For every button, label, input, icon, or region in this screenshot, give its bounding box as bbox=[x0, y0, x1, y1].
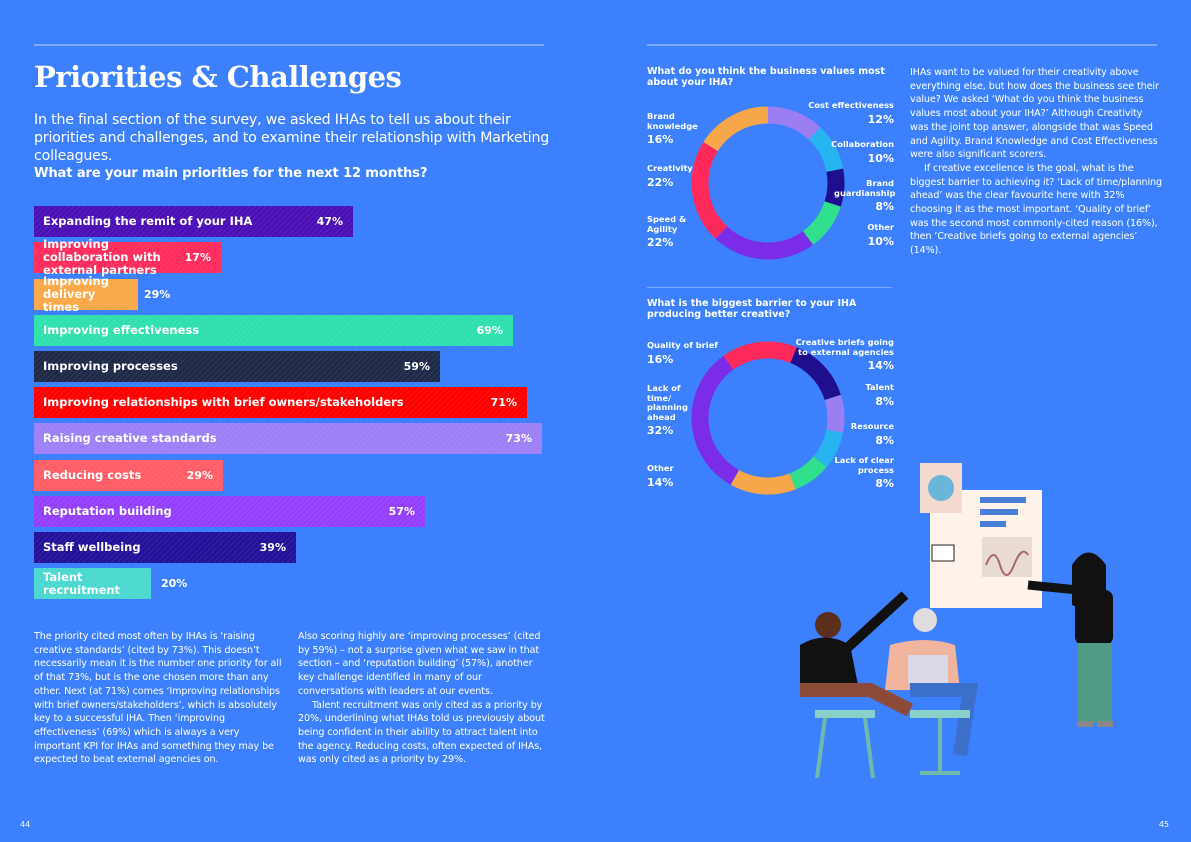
page-number-left: 44 bbox=[20, 820, 31, 829]
bar-value: 59% bbox=[403, 360, 430, 373]
label-resource: Resource 8% bbox=[850, 421, 894, 447]
donut-slice-collaboration bbox=[808, 127, 844, 173]
label-lack-of-time: Lack of time/ planning ahead 32% bbox=[647, 383, 688, 437]
priorities-question: What are your main priorities for the ne… bbox=[34, 166, 428, 181]
label-brand-knowledge: Brand knowledge 16% bbox=[647, 111, 698, 146]
bar-collaboration: Improving collaboration with external pa… bbox=[34, 238, 221, 277]
donut-slice-creative-briefs-going-to-external-agencies bbox=[789, 347, 841, 401]
intro-text: In the final section of the survey, we a… bbox=[34, 112, 550, 164]
paragraph: IHAs want to be valued for their creativ… bbox=[910, 67, 1159, 161]
donut-slice-creativity bbox=[691, 142, 728, 239]
bar-label: Staff wellbeing bbox=[43, 540, 141, 554]
chart-divider bbox=[647, 287, 892, 288]
paragraph: Talent recruitment was only cited as a p… bbox=[298, 699, 545, 766]
bar-value: 73% bbox=[505, 432, 532, 445]
bar-label: Improving delivery times bbox=[43, 274, 109, 314]
top-rule-right bbox=[647, 44, 1157, 46]
donut-slice-speed-agility bbox=[715, 226, 813, 260]
label-quality-of-brief: Quality of brief 16% bbox=[647, 340, 718, 366]
bar-expanding-remit: Expanding the remit of your IHA 47% bbox=[34, 206, 353, 237]
team-illustration bbox=[800, 463, 1113, 779]
label-lack-clear-process: Lack of clear process 8% bbox=[834, 455, 895, 490]
bar-label: Expanding the remit of your IHA bbox=[43, 214, 253, 228]
donut-slice-lack-of-time-planning-ahead bbox=[691, 355, 740, 485]
bar-label: Reducing costs bbox=[43, 468, 142, 482]
donut-slice-resource bbox=[813, 429, 844, 468]
bar-creative-standards: Raising creative standards 73% bbox=[34, 423, 542, 454]
chart1-title: What do you think the business values mo… bbox=[647, 66, 885, 88]
donut-slice-other bbox=[730, 469, 796, 495]
bar-label: Improving effectiveness bbox=[43, 323, 200, 337]
pie-icon bbox=[928, 475, 954, 501]
middle-column-text: Also scoring highly are ‘improving proce… bbox=[298, 630, 550, 767]
left-column-text: The priority cited most often by IHAs is… bbox=[34, 630, 284, 767]
page-number-right: 45 bbox=[1158, 820, 1169, 829]
bar-value: 17% bbox=[184, 251, 211, 264]
donut-slice-cost-effectiveness bbox=[767, 106, 821, 140]
bar-value: 39% bbox=[259, 541, 286, 554]
label-cost-effectiveness: Cost effectiveness 12% bbox=[808, 100, 894, 126]
bar-label: Reputation building bbox=[43, 504, 172, 518]
bar-label: Talent recruitment bbox=[43, 569, 121, 597]
label-creative-briefs-external: Creative briefs going to external agenci… bbox=[795, 337, 894, 372]
bar-wellbeing: Staff wellbeing 39% bbox=[34, 532, 296, 563]
label-brand-guardianship: Brand guardianship 8% bbox=[834, 178, 896, 213]
paragraph: The priority cited most often by IHAs is… bbox=[34, 631, 282, 766]
chart2-title: What is the biggest barrier to your IHA … bbox=[647, 298, 857, 320]
bar-label: Improving collaboration with external pa… bbox=[43, 237, 161, 277]
label-other: Other 10% bbox=[867, 222, 894, 248]
bar-label: Raising creative standards bbox=[43, 431, 217, 445]
donut-slice-brand-guardianship bbox=[824, 168, 845, 207]
label-other: Other 14% bbox=[647, 463, 674, 489]
bar-value: 20% bbox=[161, 577, 188, 590]
label-speed-agility: Speed & Agility 22% bbox=[647, 214, 687, 249]
bar-effectiveness: Improving effectiveness 69% bbox=[34, 315, 513, 346]
bar-value: 71% bbox=[490, 396, 517, 409]
donut-slice-brand-knowledge bbox=[703, 106, 769, 152]
seated-person-left bbox=[815, 612, 841, 638]
bar-label: Improving processes bbox=[43, 359, 178, 373]
bar-processes: Improving processes 59% bbox=[34, 351, 440, 382]
top-rule-left bbox=[34, 44, 544, 46]
donut-slice-lack-of-clear-process bbox=[789, 455, 827, 490]
bar-talent: Talent recruitment 20% bbox=[34, 568, 187, 599]
bar-relationships: Improving relationships with brief owner… bbox=[34, 387, 527, 418]
page-title: Priorities & Challenges bbox=[34, 60, 402, 94]
bar-value: 47% bbox=[316, 215, 343, 228]
label-creativity: Creativity 22% bbox=[647, 163, 693, 189]
bar-delivery-times: Improving delivery times 29% bbox=[34, 275, 170, 314]
seated-person-middle bbox=[913, 608, 937, 632]
donut-slice-other bbox=[802, 201, 841, 245]
bar-value: 57% bbox=[388, 505, 415, 518]
bar-reputation: Reputation building 57% bbox=[34, 496, 425, 527]
bar-label: Improving relationships with brief owner… bbox=[43, 395, 404, 409]
bar-value: 69% bbox=[476, 324, 503, 337]
paragraph: If creative excellence is the goal, what… bbox=[910, 162, 1162, 257]
right-column-text: IHAs want to be valued for their creativ… bbox=[910, 66, 1162, 258]
label-collaboration: Collaboration 10% bbox=[831, 139, 894, 165]
donut-chart-values bbox=[691, 106, 845, 260]
donut-chart-barriers bbox=[691, 341, 845, 495]
donut-slice-talent bbox=[824, 394, 845, 433]
label-talent: Talent 8% bbox=[865, 382, 894, 408]
bar-value: 29% bbox=[144, 288, 171, 301]
paragraph: Also scoring highly are ‘improving proce… bbox=[298, 631, 541, 697]
bar-value: 29% bbox=[186, 469, 213, 482]
donut-slice-quality-of-brief bbox=[723, 341, 797, 370]
bar-reducing-costs: Reducing costs 29% bbox=[34, 460, 223, 491]
